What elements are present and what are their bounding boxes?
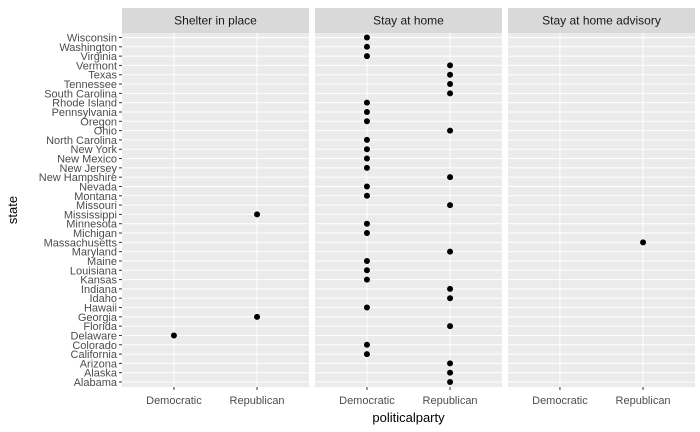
y-tick-label: New Mexico [57, 154, 117, 166]
y-tick-label: Indiana [81, 284, 118, 296]
y-tick-label: Massachusetts [44, 237, 118, 249]
data-point [447, 379, 454, 385]
y-tick-label: Virginia [81, 51, 118, 63]
data-point [363, 192, 370, 199]
y-tick-label: Colorado [72, 340, 117, 352]
data-point [447, 369, 454, 376]
data-point [447, 81, 454, 88]
y-tick-label: Alabama [74, 377, 118, 389]
facet-strip [315, 8, 502, 33]
facet-panel: Stay at home Democratic Republican [315, 8, 502, 407]
data-point [363, 146, 370, 153]
facet-strip [122, 8, 309, 33]
y-tick-label: New Hampshire [39, 172, 117, 184]
y-axis: AlabamaAlaskaArizonaCaliforniaColoradoDe… [39, 33, 122, 389]
data-point [363, 108, 370, 115]
data-point [363, 341, 370, 348]
panel-background [508, 33, 695, 387]
y-tick-label: Montana [74, 191, 118, 203]
y-tick-label: Michigan [73, 228, 117, 240]
y-tick-label: Hawaii [84, 303, 117, 315]
data-point [363, 43, 370, 50]
facet-strip [508, 8, 695, 33]
data-point [447, 248, 454, 255]
data-point [363, 351, 370, 358]
y-tick-label: California [71, 349, 118, 361]
data-point [363, 230, 370, 237]
facet-strip-label: Shelter in place [174, 14, 257, 28]
data-point [447, 174, 454, 181]
y-tick-label: Vermont [76, 60, 117, 72]
data-point [447, 295, 454, 302]
x-tick-label: Democratic [532, 395, 588, 407]
x-tick-label: Democratic [339, 395, 395, 407]
data-point [363, 257, 370, 264]
y-tick-label: Missouri [76, 200, 117, 212]
y-tick-label: Oregon [80, 116, 117, 128]
y-tick-label: Ohio [94, 126, 117, 138]
data-point [363, 34, 370, 41]
x-tick-label: Republican [616, 395, 671, 407]
x-tick-label: Republican [423, 395, 478, 407]
panel-background [122, 33, 309, 387]
y-tick-label: Delaware [71, 330, 117, 342]
data-point [363, 267, 370, 274]
data-point [447, 360, 454, 367]
y-tick-label: Tennessee [64, 79, 117, 91]
data-point [363, 99, 370, 106]
y-tick-label: Pennsylvania [52, 107, 118, 119]
y-tick-label: Minnesota [66, 219, 118, 231]
data-point [447, 323, 454, 330]
y-tick-label: Nevada [79, 181, 118, 193]
data-point [363, 118, 370, 125]
facet-strip-label: Stay at home advisory [542, 14, 661, 28]
y-tick-label: Mississippi [64, 209, 117, 221]
data-point [363, 155, 370, 162]
y-tick-label: Louisiana [70, 265, 118, 277]
y-tick-label: Texas [88, 70, 117, 82]
y-tick-label: North Carolina [46, 135, 118, 147]
data-point [363, 136, 370, 143]
y-tick-label: Arizona [80, 358, 118, 370]
x-tick-label: Democratic [146, 395, 202, 407]
data-point [447, 202, 454, 209]
y-tick-label: Maine [87, 256, 117, 268]
data-point [363, 304, 370, 311]
y-tick-label: South Carolina [44, 88, 118, 100]
data-point [447, 71, 454, 78]
data-point [447, 90, 454, 97]
data-point [447, 127, 454, 134]
data-point [254, 313, 261, 320]
data-point [170, 332, 177, 339]
y-tick-label: Alaska [84, 368, 118, 380]
data-point [254, 211, 261, 218]
y-tick-label: New York [71, 144, 118, 156]
data-point [363, 276, 370, 283]
y-tick-label: New Jersey [60, 163, 118, 175]
y-axis-title: state [5, 196, 20, 224]
y-tick-label: Wisconsin [67, 33, 117, 45]
y-tick-label: Rhode Island [52, 98, 117, 110]
panel-background [315, 33, 502, 387]
x-axis-title: politicalparty [372, 410, 445, 425]
y-tick-label: Georgia [78, 312, 118, 324]
x-tick-label: Republican [230, 395, 285, 407]
facet-panel: Shelter in place Democratic Republican [122, 8, 309, 407]
data-point [447, 62, 454, 69]
data-point [363, 220, 370, 227]
data-point [447, 285, 454, 292]
y-tick-label: Florida [83, 321, 118, 333]
y-tick-label: Washington [59, 42, 117, 54]
y-tick-label: Kansas [80, 275, 117, 287]
data-point [363, 164, 370, 171]
facet-panel: Stay at home advisory Democratic Republica… [508, 8, 695, 407]
facet-strip-label: Stay at home [373, 14, 444, 28]
y-tick-label: Idaho [89, 293, 117, 305]
y-tick-label: Maryland [72, 247, 117, 259]
data-point [363, 53, 370, 60]
data-point [363, 183, 370, 190]
data-point [640, 239, 647, 246]
